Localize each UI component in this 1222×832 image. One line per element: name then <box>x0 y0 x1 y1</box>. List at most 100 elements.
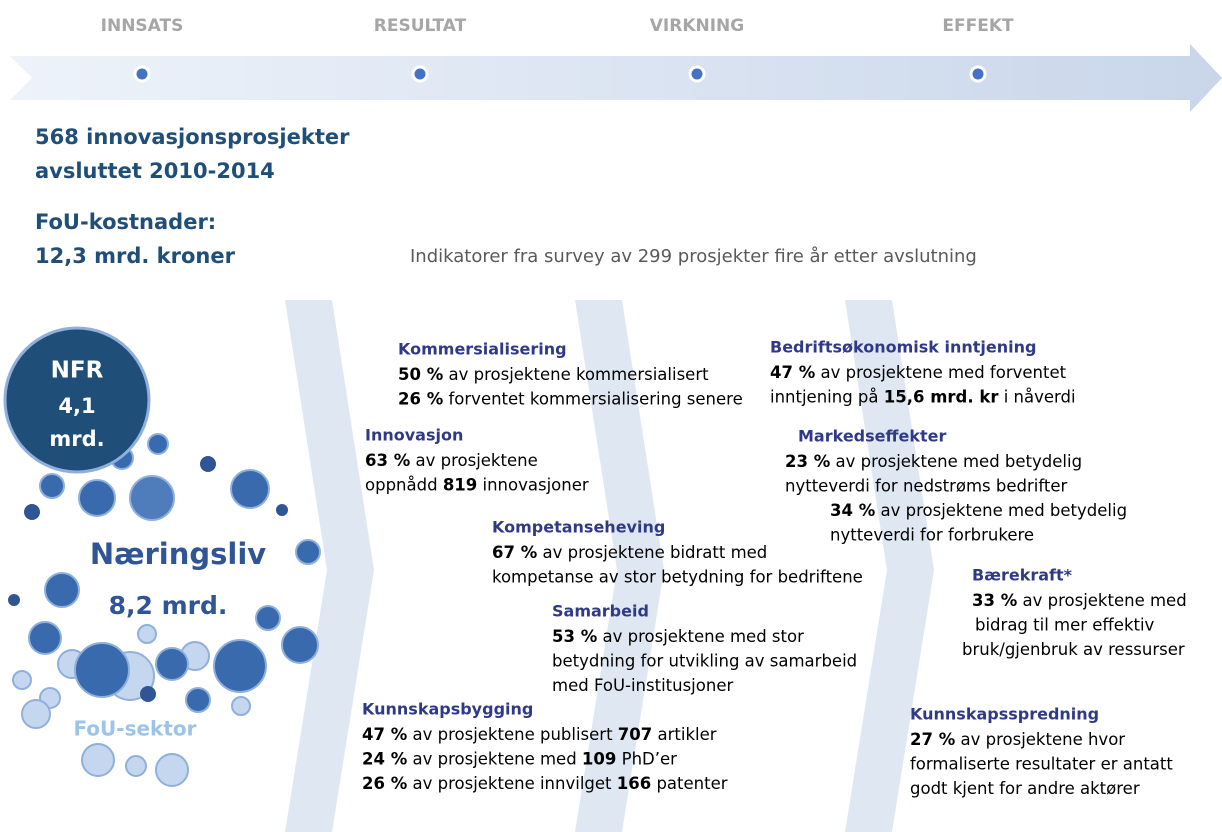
line-text: av prosjektene med stor <box>597 627 804 646</box>
line-text: bidrag til mer effektiv <box>975 615 1155 634</box>
block-line: inntjening på 15,6 mrd. kr i nåverdi <box>770 387 1076 406</box>
bubble <box>186 688 210 712</box>
line-text: av prosjektene bidratt med <box>537 543 767 562</box>
line-text: av prosjektene med <box>407 749 582 768</box>
cost-label: FoU-kostnader: <box>35 210 216 234</box>
figure: 707 <box>618 725 652 744</box>
block-title: Samarbeid <box>552 602 649 621</box>
figure: 23 % <box>785 452 831 471</box>
figure: 819 <box>443 475 477 494</box>
stage-label: VIRKNING <box>650 16 744 36</box>
bubble <box>24 504 40 520</box>
block-line: 23 % av prosjektene med betydelig <box>785 452 1082 471</box>
nfr-label: NFR <box>51 358 104 384</box>
bubble <box>231 470 269 508</box>
bubble <box>138 625 156 643</box>
block-line: 67 % av prosjektene bidratt med <box>492 543 767 562</box>
figure: 63 % <box>365 451 411 470</box>
survey-note: Indikatorer fra survey av 299 prosjekter… <box>410 246 977 267</box>
figure: 15,6 mrd. kr <box>884 387 1000 406</box>
figure: 67 % <box>492 543 538 562</box>
line-text: patenter <box>651 774 728 793</box>
block-line: med FoU-institusjoner <box>552 676 733 695</box>
line-text: formaliserte resultater er antatt <box>910 754 1173 773</box>
line-text: av prosjektene kommersialisert <box>443 365 709 384</box>
block-line: 34 % av prosjektene med betydelig <box>830 501 1127 520</box>
bubble <box>13 671 31 689</box>
line-text: oppnådd <box>365 475 443 494</box>
figure: 33 % <box>972 591 1018 610</box>
bubble <box>256 606 280 630</box>
bubble <box>296 540 320 564</box>
timeline-arrow <box>10 44 1222 112</box>
bubble <box>29 622 61 654</box>
bubble <box>79 480 115 516</box>
line-text: nytteverdi for forbrukere <box>830 525 1034 544</box>
block-title: Bedriftsøkonomisk inntjening <box>770 338 1036 357</box>
bubble <box>276 504 288 516</box>
figure: 166 <box>617 774 651 793</box>
stage-label: INNSATS <box>101 16 184 36</box>
block-line: 50 % av prosjektene kommersialisert <box>398 365 709 384</box>
chevron <box>285 300 374 832</box>
stage-dot <box>413 67 427 81</box>
block-line: 53 % av prosjektene med stor <box>552 627 804 646</box>
figure: 34 % <box>830 501 876 520</box>
bubble <box>82 744 114 776</box>
block-line: 47 % av prosjektene med forventet <box>770 363 1067 382</box>
bubble <box>214 640 266 692</box>
block-line: 33 % av prosjektene med <box>972 591 1187 610</box>
block-line: bruk/gjenbruk av ressurser <box>962 640 1185 659</box>
nfr-value: 4,1 <box>58 394 95 418</box>
line-text: av prosjektene publisert <box>407 725 618 744</box>
block-title: Innovasjon <box>365 426 463 445</box>
bubble <box>148 434 168 454</box>
block-line: betydning for utvikling av samarbeid <box>552 651 857 670</box>
figure: 50 % <box>398 365 444 384</box>
line-text: av prosjektene <box>410 451 537 470</box>
block-line: 27 % av prosjektene hvor <box>910 730 1125 749</box>
stage-dot <box>135 67 149 81</box>
cost-value: 12,3 mrd. kroner <box>35 244 236 268</box>
line-text: inntjening på <box>770 387 884 406</box>
block-line: godt kjent for andre aktører <box>910 779 1140 798</box>
block-title: Kunnskapsbygging <box>362 700 533 719</box>
projects-line: avsluttet 2010-2014 <box>35 159 275 183</box>
bubble <box>140 686 156 702</box>
bubble <box>232 697 250 715</box>
line-text: av prosjektene med betydelig <box>830 452 1082 471</box>
figure: 27 % <box>910 730 956 749</box>
figure: 24 % <box>362 749 408 768</box>
stage-dot <box>971 67 985 81</box>
line-text: av prosjektene med forventet <box>815 363 1066 382</box>
line-text: kompetanse av stor betydning for bedrift… <box>492 567 863 586</box>
block-line: 24 % av prosjektene med 109 PhD’er <box>362 749 677 768</box>
bubble <box>126 756 146 776</box>
block-title: Kunnskapsspredning <box>910 705 1099 724</box>
block-line: kompetanse av stor betydning for bedrift… <box>492 567 863 586</box>
block-line: 47 % av prosjektene publisert 707 artikl… <box>362 725 717 744</box>
bubble <box>282 627 318 663</box>
line-text: PhD’er <box>616 749 677 768</box>
block-line: 26 % av prosjektene innvilget 166 patent… <box>362 774 728 793</box>
line-text: forventet kommersialisering senere <box>443 389 742 408</box>
research-label: FoU-sektor <box>73 717 196 741</box>
stage-label: RESULTAT <box>374 16 467 36</box>
bubble <box>130 476 174 520</box>
business-value: 8,2 mrd. <box>109 591 228 620</box>
figure: 53 % <box>552 627 598 646</box>
block-title: Markedseffekter <box>798 427 946 446</box>
bubble <box>156 754 188 786</box>
figure: 47 % <box>770 363 816 382</box>
bubble <box>75 643 129 697</box>
block-title: Kompetanseheving <box>492 518 665 537</box>
block-title: Kommersialisering <box>398 340 567 359</box>
line-text: med FoU-institusjoner <box>552 676 733 695</box>
bubble <box>8 594 20 606</box>
block-title: Bærekraft* <box>972 566 1073 585</box>
line-text: innovasjoner <box>477 475 589 494</box>
nfr-unit: mrd. <box>49 427 104 451</box>
figure: 47 % <box>362 725 408 744</box>
block-line: nytteverdi for forbrukere <box>830 525 1034 544</box>
bubble <box>156 648 188 680</box>
